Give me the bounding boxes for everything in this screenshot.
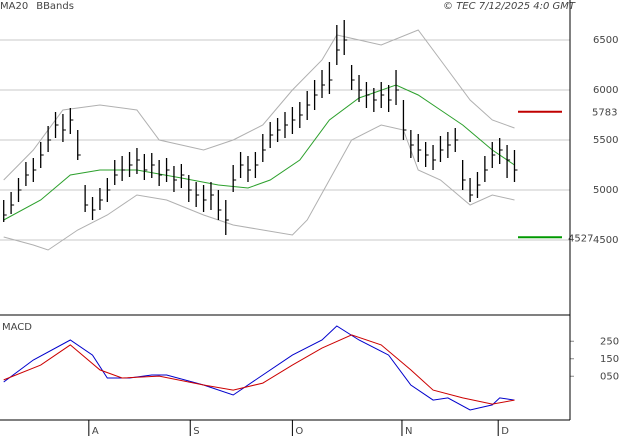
overlay-line [3,29,515,181]
legend-label: BBands [36,1,74,12]
x-tick-label: D [501,426,509,437]
legend-label: MA20 [0,1,28,12]
x-tick-label: O [295,426,303,437]
overlay-line [3,84,515,221]
y-tick-label: 6500 [593,35,618,46]
y-tick-label: 050 [600,371,619,382]
y-tick-label: 6000 [593,85,618,96]
level-label: 5783 [592,108,617,119]
y-tick-label: 5500 [593,135,618,146]
caption: © TEC 7/12/2025 4:0 GMT [443,1,576,12]
overlay-line [3,124,515,251]
y-tick-label: 4500 [593,235,618,246]
x-tick-label: N [405,426,412,437]
macd-line [3,334,515,405]
y-tick-label: 5000 [593,185,618,196]
y-tick-label: 150 [600,354,619,365]
panel-title: MACD [2,322,32,333]
y-tick-label: 250 [600,336,619,347]
x-tick-label: A [92,426,99,437]
x-tick-label: S [193,426,199,437]
level-label: 4527 [568,233,593,244]
